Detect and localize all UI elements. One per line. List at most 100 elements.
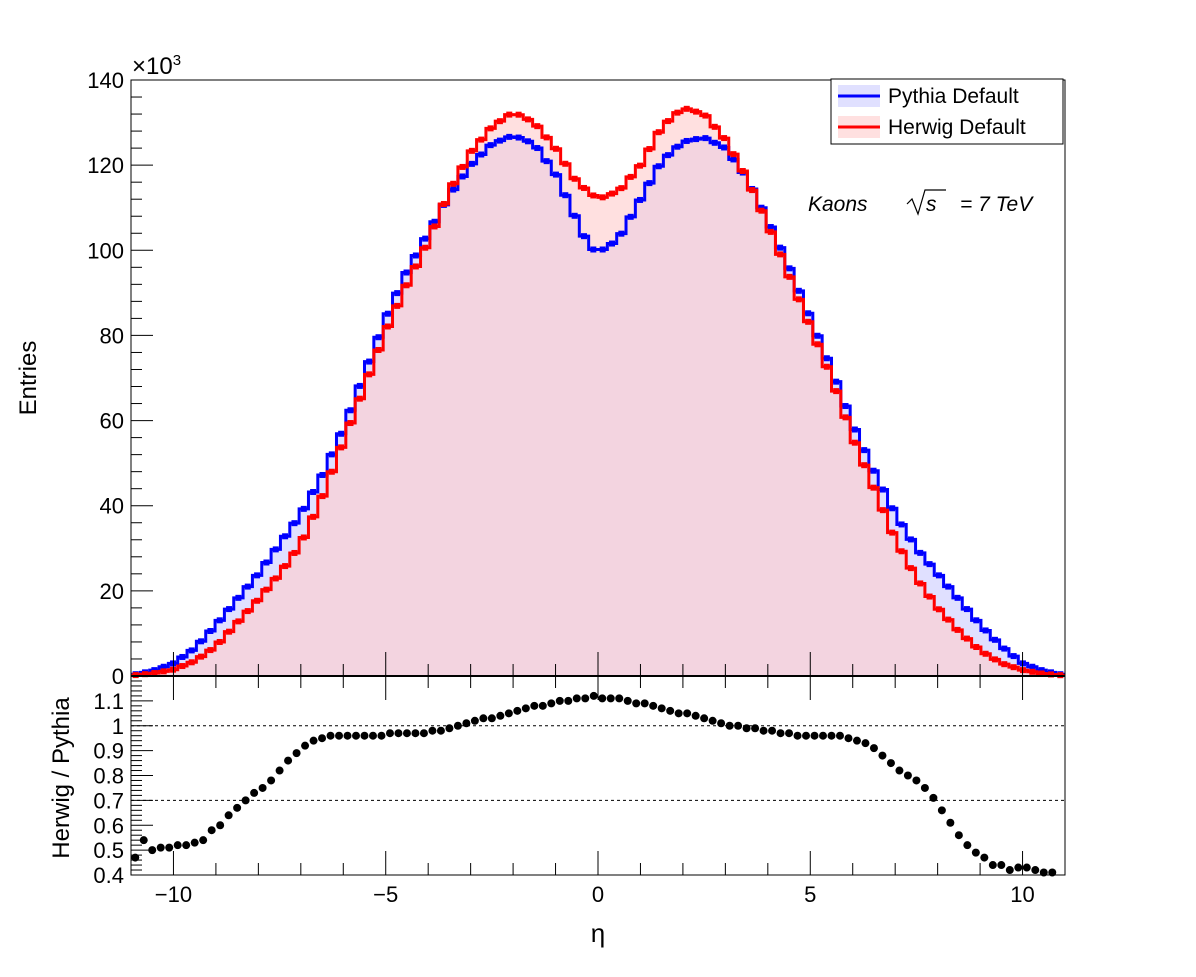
ratio-point [852,736,861,745]
hist-bin-marker [375,346,382,353]
hist-bin-marker [310,513,317,520]
ratio-point [343,731,352,740]
ratio-point [1039,868,1048,877]
ratio-point [326,731,335,740]
hist-bin-marker [721,135,728,142]
hist-bin-marker [945,616,952,623]
hist-bin-marker [562,160,569,167]
ratio-point [708,716,717,725]
ratio-point [318,734,327,743]
hist-bin-marker [338,444,345,451]
ratio-point [267,776,276,785]
hist-bin-marker [263,586,270,593]
physics-annotation: Kaons s = 7 TeV [808,189,1034,216]
hist-bin-marker [814,341,821,348]
ratio-point [598,694,607,703]
ratio-point [199,836,208,845]
ratio-point [538,701,547,710]
ratio-point [920,783,929,792]
hist-bin-marker [254,572,261,579]
ratio-point [1005,866,1014,875]
ratio-point [182,841,191,850]
hist-bin-marker [814,332,821,339]
hist-bin-marker [515,134,522,141]
hist-bin-marker [795,287,802,294]
y-tick-label: 0 [112,664,124,689]
hist-bin-marker [188,659,195,666]
hist-line-1 [131,107,1065,677]
hist-bin-marker [142,671,149,678]
hist-bin-marker [300,534,307,541]
hist-bin-marker [879,507,886,514]
ratio-point [521,704,530,713]
annotation-particle: Kaons [808,193,868,216]
hist-bin-marker [440,200,447,207]
hist-bin-marker [655,129,662,136]
hist-bin-marker [496,137,503,144]
ratio-point [190,838,199,847]
ratio-point [284,756,293,765]
sqrt-symbol [906,189,946,216]
ratio-y-tick-label: 0.9 [93,739,124,764]
hist-bin-marker [618,185,625,192]
hist-bin-marker [730,151,737,158]
ratio-panel: −10 −5 0 5 10 0.40.50.60.70.80.911.1 [93,675,1066,907]
hist-bin-marker [889,529,896,536]
ratio-point [878,751,887,760]
hist-bin-marker [590,246,597,253]
hist-bin-marker [328,451,335,458]
ratio-point [292,749,301,758]
hist-bin-marker [282,533,289,540]
y-tick-label: 60 [100,409,124,434]
hist-bin-marker [917,549,924,556]
ratio-y-tick-label: 0.8 [93,764,124,789]
ratio-point [886,759,895,768]
hist-bin-marker [459,163,466,170]
hist-bin-marker [179,663,186,670]
hist-bin-marker [216,617,223,624]
ratio-point [734,721,743,730]
hist-bin-marker [543,158,550,165]
hist-bin-marker [235,594,242,601]
hist-bin-marker [1029,668,1036,675]
hist-bin-marker [487,125,494,132]
hist-bin-marker [982,650,989,657]
hist-bin-marker [945,583,952,590]
hist-bin-marker [982,627,989,634]
ratio-point [802,731,811,740]
hist-bin-marker [786,273,793,280]
hist-bin-marker [1047,671,1054,678]
ratio-point [810,731,819,740]
hist-bin-marker [412,263,419,270]
hist-bin-marker [356,395,363,402]
ratio-point [233,803,242,812]
ratio-point [275,766,284,775]
ratio-point [691,711,700,720]
hist-bin-marker [403,269,410,276]
hist-bin-marker [366,358,373,365]
ratio-point [844,734,853,743]
hist-bin-marker [235,618,242,625]
ratio-point [988,861,997,870]
hist-bin-marker [1029,663,1036,670]
ratio-point [352,731,361,740]
ratio-point [360,731,369,740]
hist-bin-marker [907,565,914,572]
hist-bin-marker [646,180,653,187]
hist-bin-marker [683,137,690,144]
hist-bin-marker [805,318,812,325]
x-tick-label: −5 [373,882,398,907]
ratio-point [513,706,522,715]
ratio-point [173,841,182,850]
hist-bin-marker [338,430,345,437]
ratio-point [385,729,394,738]
hist-bin-marker [851,426,858,433]
ratio-point [1048,868,1057,877]
hist-bin-marker [534,145,541,152]
hist-bin-marker [422,244,429,251]
hist-bin-marker [599,194,606,201]
hist-bin-marker [207,628,214,635]
ratio-point [827,731,836,740]
ratio-point [640,699,649,708]
